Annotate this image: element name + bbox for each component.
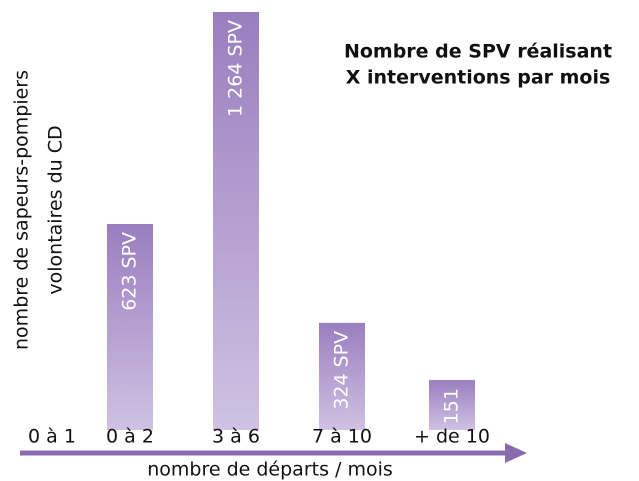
value-label: 151: [441, 388, 463, 424]
x-tick-label: 0 à 2: [106, 426, 154, 448]
x-tick-label: 7 à 10: [312, 426, 372, 448]
x-axis-label: nombre de départs / mois: [147, 459, 393, 481]
y-axis-label: volontaires du CD: [45, 125, 67, 294]
bar: [213, 12, 259, 430]
x-tick-label: 0 à 1: [28, 426, 76, 448]
y-axis-label: nombre de sapeurs-pompiers: [11, 70, 33, 350]
x-tick-label: + de 10: [414, 426, 490, 448]
chart-title: Nombre de SPV réalisant: [344, 41, 612, 63]
bar: [107, 223, 153, 430]
chart-title: X interventions par mois: [346, 67, 611, 89]
arrow-head: [505, 443, 527, 463]
value-label: 623 SPV: [119, 232, 141, 311]
bar: [429, 380, 475, 430]
bar: [319, 322, 365, 430]
value-label: 324 SPV: [331, 331, 353, 410]
value-label: 1 264 SPV: [225, 20, 247, 117]
x-tick-label: 3 à 6: [212, 426, 260, 448]
